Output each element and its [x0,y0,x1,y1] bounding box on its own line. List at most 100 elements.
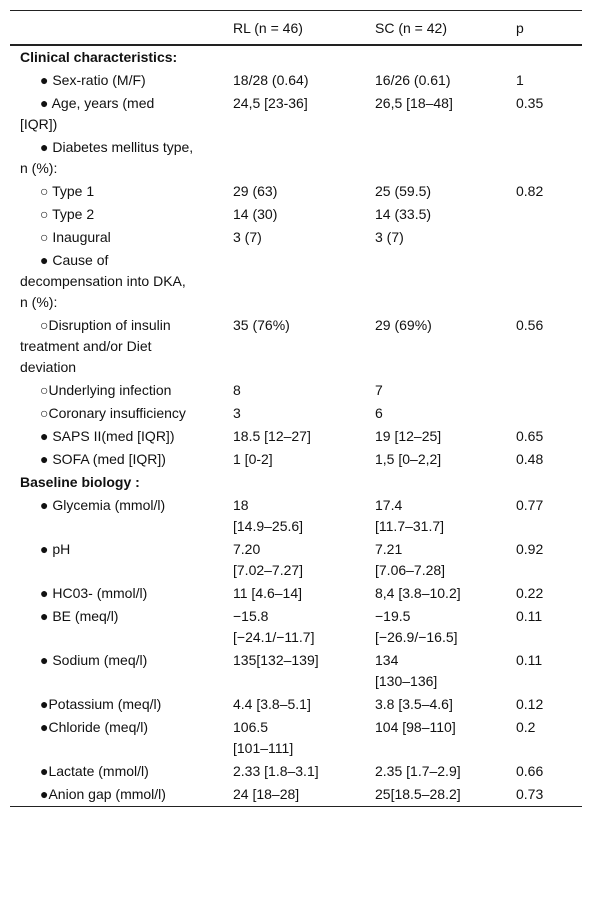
empty-cell [367,136,508,180]
cell-sc: 17.4 [11.7–31.7] [375,497,445,534]
row-label: ●Chloride (meq/l) [40,719,149,735]
table-row: ● SAPS II(med [IQR]) 18.5 [12–27] 19 [12–2… [10,425,582,448]
empty-cell [508,402,582,425]
row-label: ● Diabetes mellitus type, n (%): [20,139,194,176]
empty-cell [508,136,582,180]
empty-cell [225,136,367,180]
table-row: Clinical characteristics: [10,45,582,69]
cell-sc: −19.5 [−26.9/−16.5] [375,608,458,645]
cell-sc: 3.8 [3.5–4.6] [375,696,453,712]
row-label: ○ Type 2 [40,206,95,222]
cell-p: 0.82 [516,183,544,199]
cell-rl: 24,5 [23-36] [233,95,308,111]
cell-p: 0.92 [516,541,544,557]
cell-p: 0.22 [516,585,544,601]
table-row: ● Sex-ratio (M/F) 18/28 (0.64) 16/26 (0.61… [10,69,582,92]
empty-cell [225,249,367,314]
table-row: ● SOFA (med [IQR]) 1 [0-2] 1,5 [0–2,2] 0.48 [10,448,582,471]
table-row: ●Chloride (meq/l) 106.5 [101–111] 104 [98–… [10,716,582,760]
row-label: ● pH [40,541,71,557]
cell-sc: 26,5 [18–48] [375,95,453,111]
table-row: ● HC03- (mmol/l) 11 [4.6–14] 8,4 [3.8–10.2… [10,582,582,605]
row-label: ● Glycemia (mmol/l) [40,497,166,513]
cell-rl: 29 (63) [233,183,278,199]
header-row: RL (n = 46) SC (n = 42) p [10,10,582,46]
cell-p: 0.2 [516,719,536,735]
table-row: ●Potassium (meq/l) 4.4 [3.8–5.1] 3.8 [3.5–… [10,693,582,716]
row-label: ○Disruption of insulin treatment and/or … [20,317,171,375]
row-label: ● Age, years (med [IQR]) [20,95,155,132]
row-label: ● SOFA (med [IQR]) [40,451,166,467]
header-cell: SC (n = 42) [375,19,447,36]
cell-sc: 8,4 [3.8–10.2] [375,585,461,601]
cell-sc: 7.21 [7.06–7.28] [375,541,446,578]
section-label: Clinical characteristics: [20,49,178,65]
table-row: ○ Type 2 14 (30) 14 (33.5) [10,203,582,226]
cell-rl: 18 [14.9–25.6] [233,497,304,534]
cell-rl: 24 [18–28] [233,786,300,802]
cell-sc: 19 [12–25] [375,428,442,444]
cell-sc: 29 (69%) [375,317,432,333]
cell-sc: 7 [375,382,383,398]
row-label: ● Sodium (meq/l) [40,652,148,668]
cell-rl: 18.5 [12–27] [233,428,311,444]
section-label: Baseline biology : [20,474,140,490]
table-row: ● Diabetes mellitus type, n (%): [10,136,582,180]
row-label: ● HC03- (mmol/l) [40,585,148,601]
table-row: ● Age, years (med [IQR]) 24,5 [23-36] 26,5… [10,92,582,136]
row-label: ● Sex-ratio (M/F) [40,72,146,88]
empty-cell [508,226,582,249]
cell-rl: 14 (30) [233,206,278,222]
table-row: ○ Type 1 29 (63) 25 (59.5) 0.82 [10,180,582,203]
cell-rl: 135[132–139] [233,652,319,668]
empty-cell [508,249,582,314]
row-label: ○ Type 1 [40,183,95,199]
table-row: ○Coronary insufficiency 3 6 [10,402,582,425]
header-cell: p [516,19,524,36]
cell-sc: 25 (59.5) [375,183,432,199]
table-row: ●Lactate (mmol/l) 2.33 [1.8–3.1] 2.35 [1.7… [10,760,582,783]
cell-p: 0.11 [516,608,543,624]
table-row: ○Disruption of insulin treatment and/or … [10,314,582,379]
cell-rl: 4.4 [3.8–5.1] [233,696,311,712]
empty-cell [508,203,582,226]
cell-sc: 1,5 [0–2,2] [375,451,442,467]
table-row: ● Sodium (meq/l) 135[132–139] 134 [130–136… [10,649,582,693]
cell-rl: −15.8 [−24.1/−11.7] [233,608,315,645]
cell-rl: 18/28 (0.64) [233,72,309,88]
cell-p: 0.65 [516,428,544,444]
cell-rl: 1 [0-2] [233,451,273,467]
table-row: ○ Inaugural 3 (7) 3 (7) [10,226,582,249]
table-row: ● BE (meq/l) −15.8 [−24.1/−11.7] −19.5 [−2… [10,605,582,649]
cell-rl: 2.33 [1.8–3.1] [233,763,319,779]
cell-p: 0.11 [516,652,543,668]
cell-p: 0.35 [516,95,544,111]
cell-p: 0.12 [516,696,544,712]
row-label: ○Underlying infection [40,382,172,398]
empty-cell [508,379,582,402]
cell-p: 1 [516,72,524,88]
cell-p: 0.48 [516,451,544,467]
table-row: ○Underlying infection 8 7 [10,379,582,402]
cell-sc: 16/26 (0.61) [375,72,451,88]
header-cell: RL (n = 46) [233,19,303,36]
cell-rl: 11 [4.6–14] [233,585,303,601]
cell-rl: 7.20 [7.02–7.27] [233,541,304,578]
row-label: ○Coronary insufficiency [40,405,186,421]
cell-sc: 104 [98–110] [375,719,456,735]
cell-rl: 8 [233,382,241,398]
table-row: ● Glycemia (mmol/l) 18 [14.9–25.6] 17.4 [1… [10,494,582,538]
cell-sc: 6 [375,405,383,421]
results-table: RL (n = 46) SC (n = 42) p Clinical chara… [10,10,582,807]
row-label: ○ Inaugural [40,229,111,245]
table-body: Clinical characteristics: ● Sex-ratio (M/… [10,45,582,807]
cell-rl: 35 (76%) [233,317,290,333]
table-row: ● pH 7.20 [7.02–7.27] 7.21 [7.06–7.28] 0.92 [10,538,582,582]
cell-p: 0.73 [516,786,544,802]
table-row: ● Cause of decompensation into DKA, n (%… [10,249,582,314]
header-cell [10,11,225,46]
row-label: ●Anion gap (mmol/l) [40,786,166,802]
table-row: ●Anion gap (mmol/l) 24 [18–28] 25[18.5–28.… [10,783,582,807]
row-label: ●Lactate (mmol/l) [40,763,149,779]
